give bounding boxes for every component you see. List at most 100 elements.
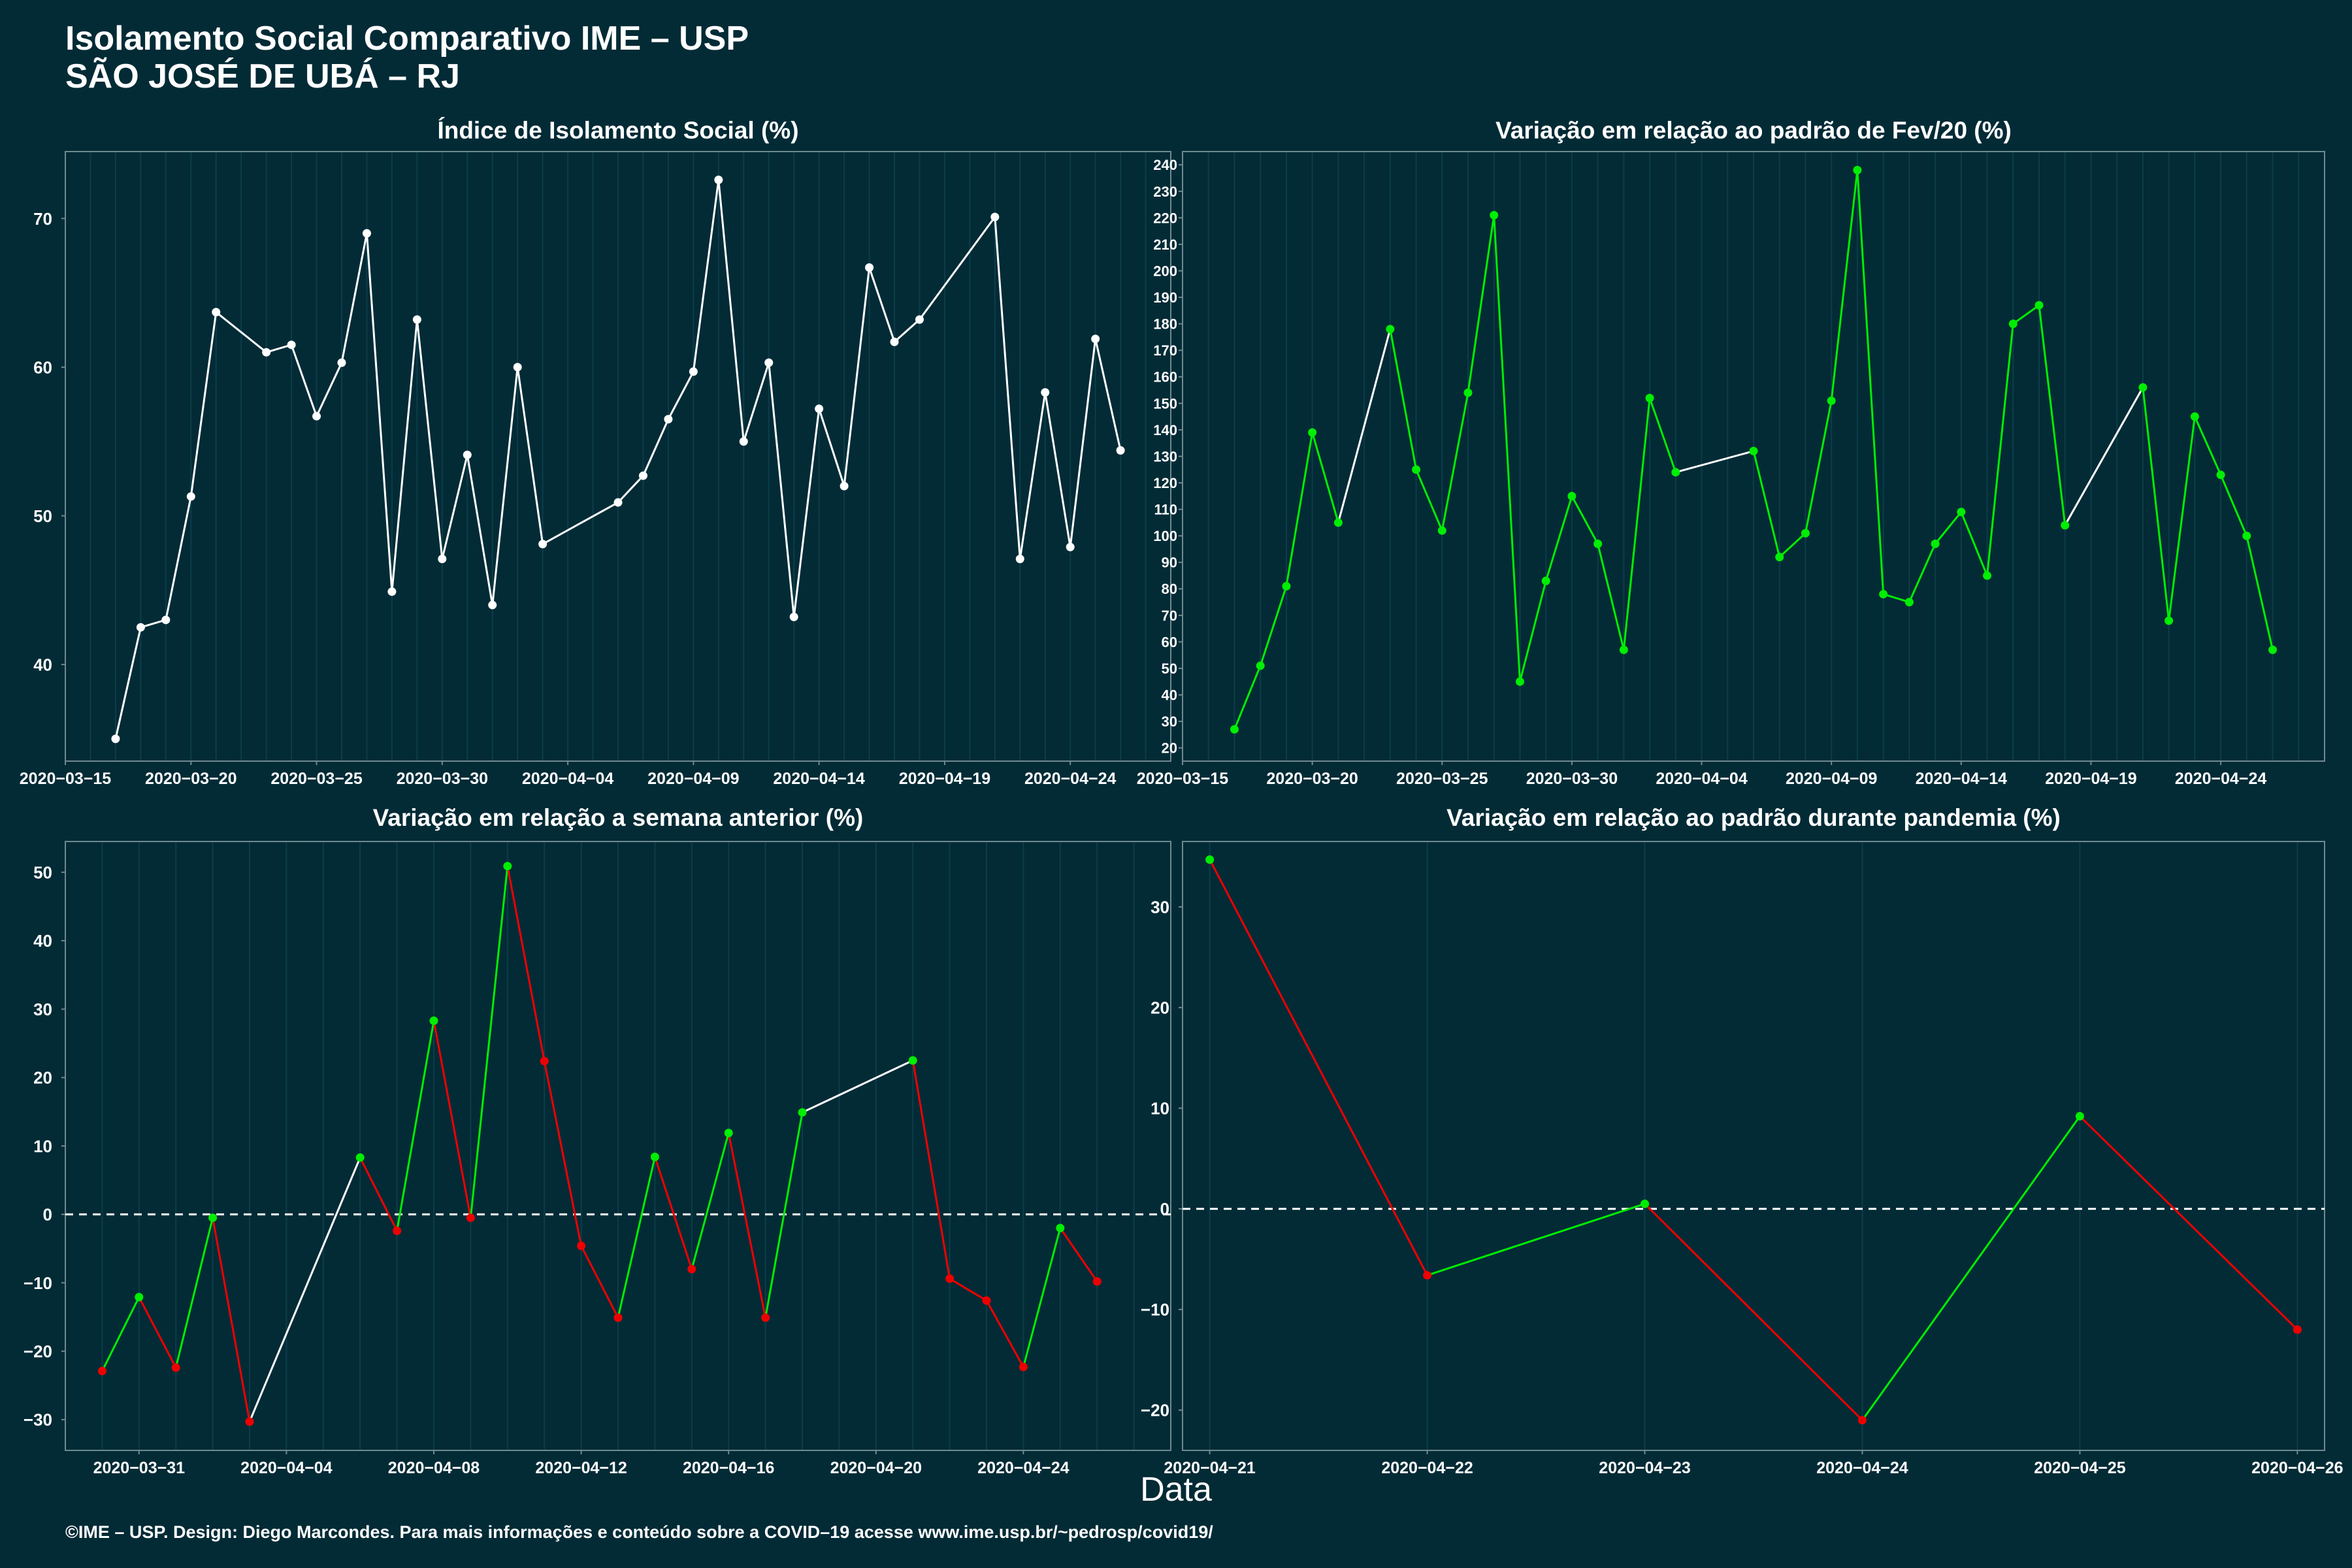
line-segment [1648, 397, 1677, 473]
x-tick-label: 2020−04−14 [1916, 770, 2008, 788]
data-point [1116, 446, 1125, 455]
line-segment [1493, 215, 1521, 682]
main-title-line2: SÃO JOSÉ DE UBÁ – RJ [65, 57, 460, 95]
line-segment [2219, 474, 2248, 536]
x-tick-label: 2020−03−20 [145, 770, 237, 788]
line-segment [1830, 170, 1859, 401]
data-point [1015, 555, 1024, 564]
data-point [613, 498, 623, 507]
x-tick-label: 2020−04−19 [2045, 770, 2136, 788]
x-tick-label: 2020−04−22 [1381, 1459, 1473, 1477]
data-point [1931, 539, 1940, 548]
y-tick-label: 90 [1162, 555, 1177, 571]
data-points [1205, 855, 2302, 1425]
x-tick-label: 2020−03−30 [1526, 770, 1618, 788]
chart-fev20: Variação em relação ao padrão de Fev/20 … [1137, 117, 2325, 788]
data-point [840, 482, 849, 491]
data-point [1056, 1224, 1065, 1233]
data-point [287, 340, 296, 350]
line-segment [466, 454, 494, 606]
line-segment [391, 319, 418, 592]
data-point [1567, 491, 1576, 500]
y-tick-label: 110 [1154, 502, 1178, 518]
line-segment [1883, 593, 1910, 604]
main-title: Isolamento Social Comparativo IME – USP … [65, 20, 749, 95]
data-point [208, 1213, 218, 1222]
line-segment [248, 1157, 361, 1422]
plot-frame [1182, 841, 2325, 1451]
y-tick-label: 30 [1151, 897, 1169, 917]
line-segment [290, 344, 318, 417]
x-tick-label: 2020−04−23 [1599, 1459, 1690, 1477]
line-segment [365, 233, 393, 592]
line-segment [543, 1060, 583, 1247]
line-segment [1861, 1115, 2081, 1421]
data-point [1879, 589, 1888, 598]
data-point [1333, 518, 1343, 527]
data-point [97, 1367, 106, 1376]
line-segment [506, 866, 546, 1062]
x-tick-label: 2020−03−15 [20, 770, 112, 788]
line-segment [2246, 535, 2274, 650]
line-segment [653, 1156, 693, 1269]
data-point [1645, 393, 1654, 402]
line-segment [174, 1217, 214, 1368]
data-point [724, 1128, 733, 1137]
line-segment [1311, 432, 1339, 523]
line-segment [994, 217, 1021, 559]
x-tick-label: 2020−04−24 [2175, 770, 2267, 788]
x-tick-label: 2020−04−09 [1786, 770, 1877, 788]
y-tick-label: 40 [33, 655, 52, 674]
data-point [687, 1264, 696, 1273]
y-tick-label: 0 [1160, 1200, 1169, 1219]
data-point [1423, 1271, 1432, 1280]
chart-semana-anterior: Variação em relação a semana anterior (%… [24, 804, 1171, 1477]
data-point [171, 1363, 180, 1372]
y-tick-label: 80 [1162, 581, 1177, 597]
data-point [1386, 325, 1395, 334]
line-segment [316, 362, 343, 417]
line-segment [792, 408, 821, 617]
line-segment [1044, 392, 1071, 547]
line-segment [1467, 215, 1495, 393]
data-point [412, 315, 421, 324]
data-point [1775, 553, 1784, 562]
data-point [1308, 428, 1317, 437]
data-point [2190, 412, 2199, 421]
x-tick-label: 2020−04−04 [1656, 770, 1748, 788]
line-segment [2168, 416, 2196, 621]
data-point [1671, 468, 1680, 477]
line-segment [1427, 1203, 1645, 1277]
data-point [540, 1056, 549, 1066]
chart-title: Índice de Isolamento Social (%) [437, 117, 798, 144]
y-tick-label: 40 [1162, 687, 1177, 704]
data-point [714, 175, 723, 184]
line-segment [1934, 511, 1962, 545]
chart-isolamento: Índice de Isolamento Social (%) 40 50 60 70 2… [20, 117, 1171, 788]
main-title-line1: Isolamento Social Comparativo IME – USP [65, 20, 749, 57]
y-tick-label: 50 [33, 862, 52, 882]
data-point [1091, 335, 1100, 344]
data-point [186, 492, 195, 501]
y-tick-label: 40 [33, 931, 52, 951]
line-segment [2038, 305, 2066, 526]
x-tick-label: 2020−03−25 [270, 770, 363, 788]
x-tick-label: 2020−04−19 [899, 770, 990, 788]
y-tick-label: 170 [1153, 342, 1177, 359]
data-point [212, 308, 221, 317]
data-point [815, 404, 824, 414]
data-point [982, 1296, 991, 1305]
y-tick-label: 60 [33, 357, 52, 377]
line-segment [441, 454, 468, 559]
y-tick-label: 70 [33, 209, 52, 229]
line-segment [396, 1021, 435, 1232]
line-segment [1059, 1227, 1098, 1282]
data-point [262, 348, 271, 357]
line-segment [266, 344, 292, 353]
line-segment [138, 1296, 177, 1368]
line-segment [1675, 449, 1754, 474]
line-segment [692, 180, 720, 372]
y-tick-label: 70 [1162, 608, 1177, 624]
data-point [1827, 396, 1836, 405]
series-line [1209, 859, 2298, 1421]
